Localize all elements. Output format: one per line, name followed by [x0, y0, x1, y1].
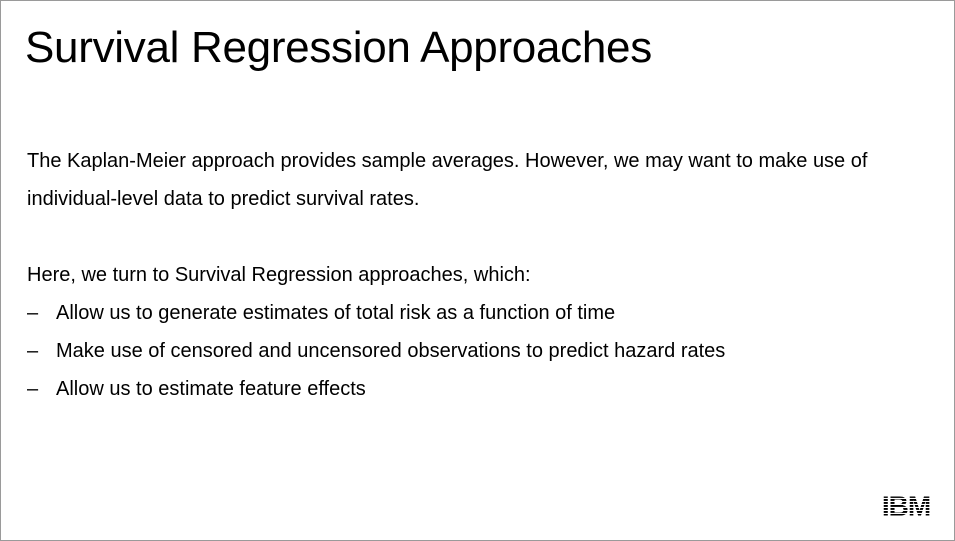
intro-line-1: The Kaplan-Meier approach provides sampl…	[27, 150, 868, 172]
slide-title: Survival Regression Approaches	[25, 23, 652, 72]
intro-line-2: individual-level data to predict surviva…	[27, 188, 420, 210]
svg-text:IBM: IBM	[882, 493, 930, 517]
bullet-item: – Make use of censored and uncensored obs…	[27, 332, 725, 370]
approaches-lead-in: Here, we turn to Survival Regression app…	[27, 264, 531, 286]
bullet-item: – Allow us to estimate feature effects	[27, 370, 725, 408]
dash-bullet-icon: –	[27, 378, 39, 400]
intro-paragraph: The Kaplan-Meier approach provides sampl…	[27, 142, 867, 218]
bullet-text: Make use of censored and uncensored obse…	[56, 340, 726, 362]
dash-bullet-icon: –	[27, 302, 39, 324]
bullet-item: – Allow us to generate estimates of total…	[27, 294, 725, 332]
bullet-text: Allow us to estimate feature effects	[56, 378, 366, 400]
bullet-text: Allow us to generate estimates of total …	[56, 302, 616, 324]
dash-bullet-icon: –	[27, 340, 39, 362]
ibm-logo-icon: IBM	[882, 493, 931, 517]
bullet-list: – Allow us to generate estimates of total…	[27, 294, 725, 408]
